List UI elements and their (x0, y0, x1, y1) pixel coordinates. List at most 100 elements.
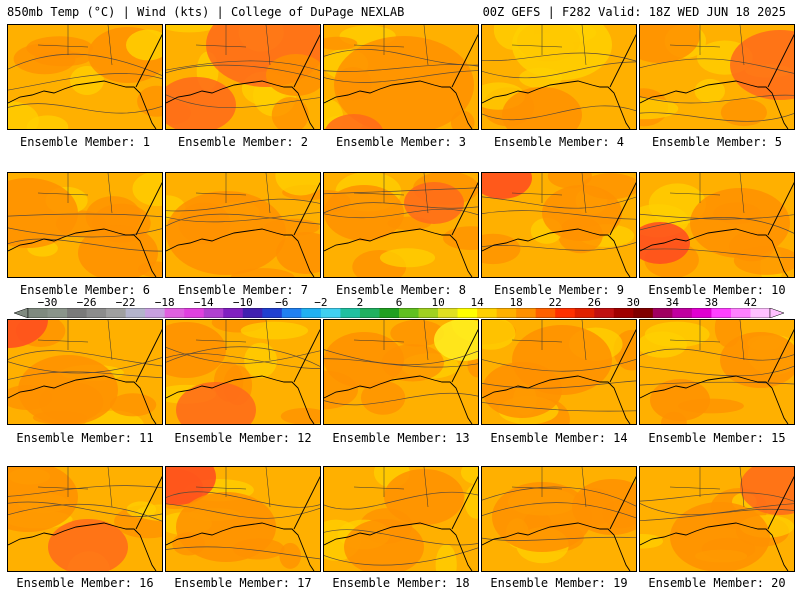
ensemble-member-map (481, 24, 637, 130)
colorbar-tick-label: 14 (470, 296, 484, 309)
temperature-field (324, 173, 478, 277)
colorbar-segment (613, 308, 634, 318)
colorbar-segment (418, 308, 439, 318)
colorbar-segment (320, 308, 341, 318)
temperature-field (324, 320, 478, 424)
ensemble-member-map (481, 172, 637, 278)
ensemble-member-label: Ensemble Member: 11 (16, 431, 154, 445)
temperature-field (640, 25, 794, 129)
ensemble-member-label: Ensemble Member: 5 (651, 135, 783, 149)
colorbar-tick-label: 42 (743, 296, 758, 309)
ensemble-member-label: Ensemble Member: 13 (332, 431, 470, 445)
colorbar-segment (750, 308, 771, 318)
ensemble-member-label: Ensemble Member: 3 (335, 135, 467, 149)
ensemble-member-map (165, 319, 321, 425)
colorbar-tick-label: 2 (356, 296, 364, 309)
colorbar-segment (535, 308, 556, 318)
temperature-field (482, 173, 636, 277)
ensemble-member-map (639, 466, 795, 572)
colorbar-max-arrow (769, 308, 784, 318)
temperature-colorbar (14, 308, 784, 318)
colorbar-tick-label: 6 (395, 296, 403, 309)
colorbar-min-arrow (14, 308, 29, 318)
ensemble-member-map (481, 319, 637, 425)
colorbar-segment (184, 308, 205, 318)
ensemble-member-label: Ensemble Member: 2 (177, 135, 309, 149)
ensemble-member-map (7, 24, 163, 130)
colorbar-segment (203, 308, 224, 318)
ensemble-member-map (639, 172, 795, 278)
colorbar-segment (574, 308, 595, 318)
temperature-field (482, 320, 636, 424)
colorbar-tick-label: −30 (37, 296, 58, 309)
ensemble-member-map (323, 172, 479, 278)
ensemble-member-map (7, 172, 163, 278)
chart-title: 850mb Temp (°C) | Wind (kts) | College o… (7, 5, 405, 19)
colorbar-segment (516, 308, 537, 318)
colorbar-segment (438, 308, 459, 318)
ensemble-member-label: Ensemble Member: 6 (19, 283, 151, 297)
colorbar-tick-label: −10 (232, 296, 253, 309)
colorbar-tick-label: 30 (626, 296, 640, 309)
colorbar-segment (594, 308, 615, 318)
ensemble-member-label: Ensemble Member: 20 (648, 576, 786, 590)
colorbar-segment (477, 308, 498, 318)
colorbar-segment (262, 308, 283, 318)
ensemble-member-label: Ensemble Member: 10 (648, 283, 786, 297)
temperature-field (8, 25, 162, 129)
colorbar-segment (359, 308, 380, 318)
colorbar-segment (340, 308, 361, 318)
ensemble-member-label: Ensemble Member: 19 (490, 576, 628, 590)
colorbar-segment (652, 308, 673, 318)
ensemble-member-map (639, 24, 795, 130)
colorbar-segment (555, 308, 576, 318)
ensemble-member-map (165, 24, 321, 130)
temperature-field (8, 320, 162, 424)
colorbar-tick-label: 18 (509, 296, 523, 309)
colorbar-tick-label: −18 (154, 296, 175, 309)
colorbar-segment (47, 308, 68, 318)
colorbar-tick-label: −14 (193, 296, 214, 309)
ensemble-member-map (165, 172, 321, 278)
temperature-field (640, 173, 794, 277)
ensemble-member-map (323, 466, 479, 572)
temperature-field (166, 173, 320, 277)
ensemble-member-label: Ensemble Member: 9 (493, 283, 625, 297)
colorbar-segment (281, 308, 302, 318)
colorbar-tick-label: −22 (115, 296, 136, 309)
ensemble-member-label: Ensemble Member: 17 (174, 576, 312, 590)
colorbar-segment (379, 308, 400, 318)
colorbar-segment (672, 308, 693, 318)
colorbar-tick-label: 10 (431, 296, 445, 309)
colorbar-tick-label: 38 (704, 296, 719, 309)
colorbar-segment (301, 308, 322, 318)
colorbar-segment (457, 308, 478, 318)
ensemble-member-label: Ensemble Member: 4 (493, 135, 625, 149)
temperature-field (324, 467, 478, 571)
ensemble-member-map (7, 466, 163, 572)
run-valid-time: 00Z GEFS | F282 Valid: 18Z WED JUN 18 20… (482, 5, 786, 19)
ensemble-member-label: Ensemble Member: 16 (16, 576, 154, 590)
colorbar-segment (125, 308, 146, 318)
colorbar-segment (28, 308, 49, 318)
ensemble-member-label: Ensemble Member: 12 (174, 431, 312, 445)
colorbar-segment (67, 308, 88, 318)
colorbar-tick-label: −2 (314, 296, 328, 309)
colorbar-segment (242, 308, 263, 318)
temperature-field (640, 320, 794, 424)
temperature-field (482, 25, 636, 129)
colorbar-segment (633, 308, 654, 318)
temperature-field (324, 25, 478, 129)
ensemble-member-label: Ensemble Member: 1 (19, 135, 151, 149)
temperature-field (166, 25, 320, 129)
ensemble-member-label: Ensemble Member: 8 (335, 283, 467, 297)
ensemble-member-map (323, 319, 479, 425)
temperature-field (166, 467, 320, 571)
ensemble-member-map (7, 319, 163, 425)
ensemble-member-label: Ensemble Member: 15 (648, 431, 786, 445)
temperature-field (640, 467, 794, 571)
colorbar-tick-label: 22 (548, 296, 562, 309)
ensemble-member-label: Ensemble Member: 18 (332, 576, 470, 590)
colorbar-segment (164, 308, 185, 318)
ensemble-member-label: Ensemble Member: 14 (490, 431, 628, 445)
